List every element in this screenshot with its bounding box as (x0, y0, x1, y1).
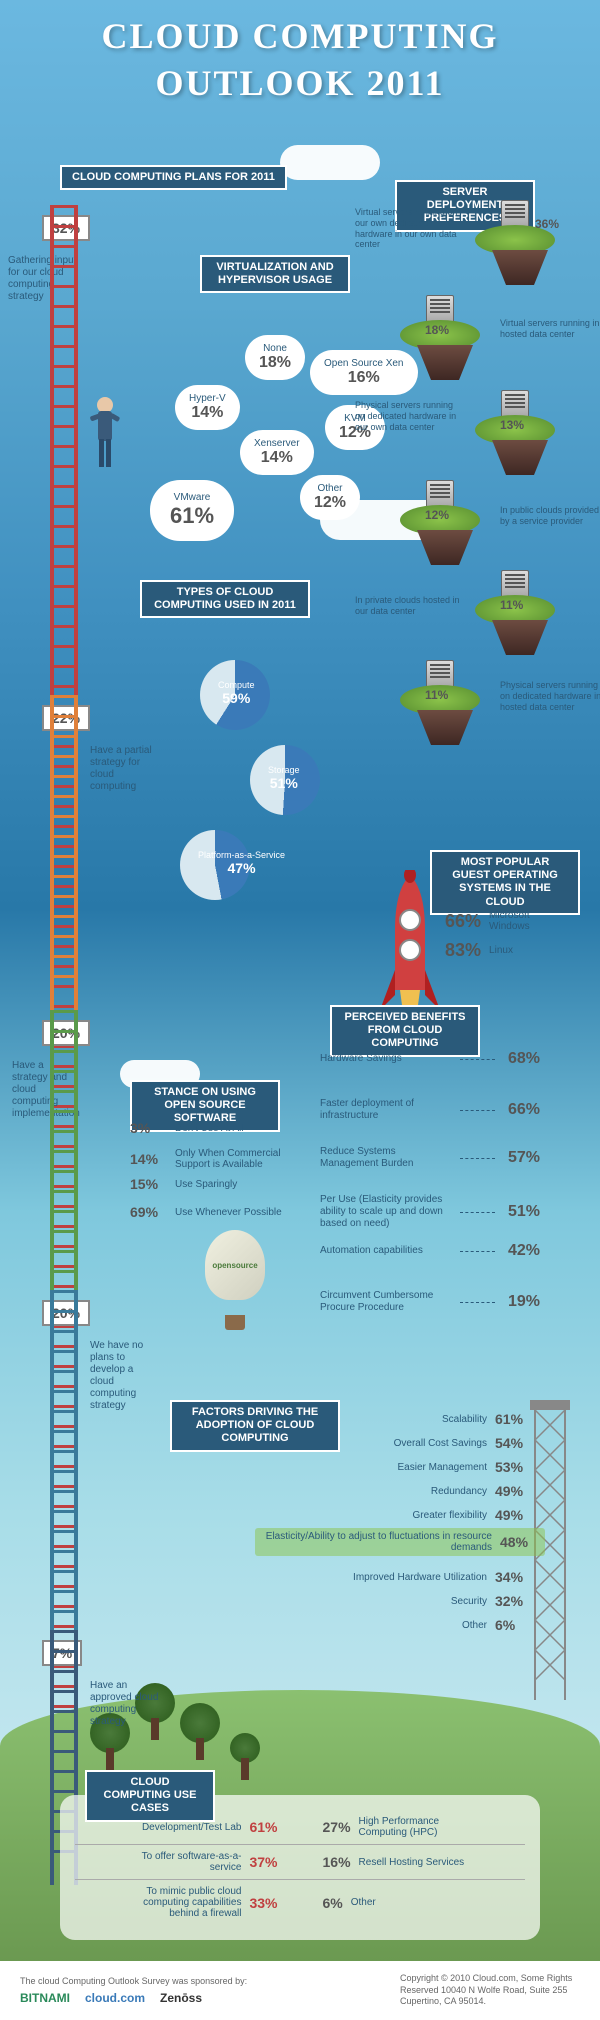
oss-row: 15%Use Sparingly (130, 1176, 315, 1192)
oss-row: 69%Use Whenever Possible (130, 1204, 315, 1220)
tree-icon (230, 1733, 260, 1780)
usecase-row: To mimic public cloud computing capabili… (75, 1879, 525, 1925)
benefit-row: Hardware Savings68% (320, 1050, 540, 1068)
benefit-row: Automation capabilities42% (320, 1242, 540, 1260)
copyright: Copyright © 2010 Cloud.com, Some Rights … (400, 1973, 580, 2008)
os-row: 83%Linux (445, 940, 569, 961)
pie-label: Platform-as-a-Service47% (198, 850, 285, 876)
usecase-row: To offer software-as-a-service37%16%Rese… (75, 1844, 525, 1879)
hypervisor-item: Xenserver14% (240, 430, 314, 475)
usecases-header: CLOUD COMPUTING USE CASES (85, 1770, 215, 1822)
hypervisor-item: VMware61% (150, 480, 234, 541)
cloud-types-header: TYPES OF CLOUD COMPUTING USED IN 2011 (140, 580, 310, 618)
ladder-plans-header: CLOUD COMPUTING PLANS FOR 2011 (60, 165, 287, 190)
bitnami-logo: BITNAMI (20, 1991, 70, 2005)
factor-row: Scalability61% (255, 1408, 535, 1430)
benefit-row: Faster deployment of infrastructure66% (320, 1098, 540, 1122)
main-title: CLOUD COMPUTING (0, 0, 600, 62)
tree-icon (180, 1703, 220, 1760)
factor-row: Elasticity/Ability to adjust to fluctuat… (255, 1528, 545, 1556)
pie-label: Storage51% (268, 765, 300, 791)
factor-row: Improved Hardware Utilization34% (255, 1566, 535, 1588)
footer: The cloud Computing Outlook Survey was s… (0, 1961, 600, 2020)
server-island: 13%Physical servers running on dedicated… (475, 415, 565, 475)
ladder-step-label: Have an approved cloud computing strateg… (90, 1680, 160, 1728)
factor-row: Security32% (255, 1590, 535, 1612)
cloudcom-logo: cloud.com (85, 1991, 145, 2005)
footer-logos: BITNAMI cloud.com Zenōss (20, 1991, 247, 2005)
factor-row: Easier Management53% (255, 1456, 535, 1478)
ladder-step-label: Have a partial strategy for cloud comput… (90, 745, 160, 793)
benefit-row: Reduce Systems Management Burden57% (320, 1146, 540, 1170)
factor-row: Other6% (255, 1614, 535, 1636)
virtualization-header: VIRTUALIZATION AND HYPERVISOR USAGE (200, 255, 350, 293)
server-island: 18%Virtual servers running in a hosted d… (400, 320, 490, 380)
oss-row: 3%Don't Use At All (130, 1120, 315, 1136)
sponsor-text: The cloud Computing Outlook Survey was s… (20, 1976, 247, 1986)
server-island: 11%In private clouds hosted in our data … (475, 595, 565, 655)
factor-row: Redundancy49% (255, 1480, 535, 1502)
server-island: 36%Virtual servers running on our own de… (475, 225, 565, 285)
cloud-decoration (280, 145, 380, 180)
ladder-step-label: We have no plans to develop a cloud comp… (90, 1340, 160, 1412)
infographic-page: CLOUD COMPUTING OUTLOOK 2011 CLOUD COMPU… (0, 0, 600, 2020)
oss-row: 14%Only When Commercial Support is Avail… (130, 1148, 315, 1170)
server-island: 12%In public clouds provided by a servic… (400, 505, 490, 565)
benefits-header: PERCEIVED BENEFITS FROM CLOUD COMPUTING (330, 1005, 480, 1057)
benefit-row: Circumvent Cumbersome Procure Procedure1… (320, 1290, 540, 1314)
businessman-icon (85, 395, 125, 485)
hypervisor-item: Hyper-V14% (175, 385, 240, 430)
factor-row: Greater flexibility49% (255, 1504, 535, 1526)
zenoss-logo: Zenōss (160, 1991, 202, 2005)
main-subtitle: OUTLOOK 2011 (0, 62, 600, 104)
pie-label: Compute59% (218, 680, 255, 706)
factor-row: Overall Cost Savings54% (255, 1432, 535, 1454)
benefit-row: Per Use (Elasticity provides ability to … (320, 1194, 540, 1230)
server-island: 11%Physical servers running on dedicated… (400, 685, 490, 745)
hypervisor-item: Other12% (300, 475, 360, 520)
hypervisor-item: None18% (245, 335, 305, 380)
guest-os-header: MOST POPULAR GUEST OPERATING SYSTEMS IN … (430, 850, 580, 915)
balloon-icon: opensource (205, 1230, 265, 1330)
os-row: 66%Microsoft Windows (445, 910, 569, 932)
